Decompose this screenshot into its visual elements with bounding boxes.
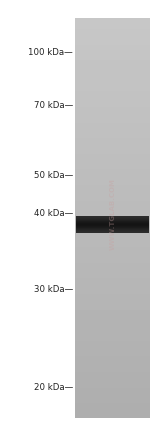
- Text: 40 kDa—: 40 kDa—: [34, 208, 73, 217]
- Text: 30 kDa—: 30 kDa—: [34, 285, 73, 294]
- Text: 100 kDa—: 100 kDa—: [28, 48, 73, 56]
- Text: 70 kDa—: 70 kDa—: [34, 101, 73, 110]
- Text: WWW.TGLAB.COM: WWW.TGLAB.COM: [110, 178, 116, 250]
- Text: 50 kDa—: 50 kDa—: [34, 170, 73, 179]
- Text: 20 kDa—: 20 kDa—: [34, 383, 73, 392]
